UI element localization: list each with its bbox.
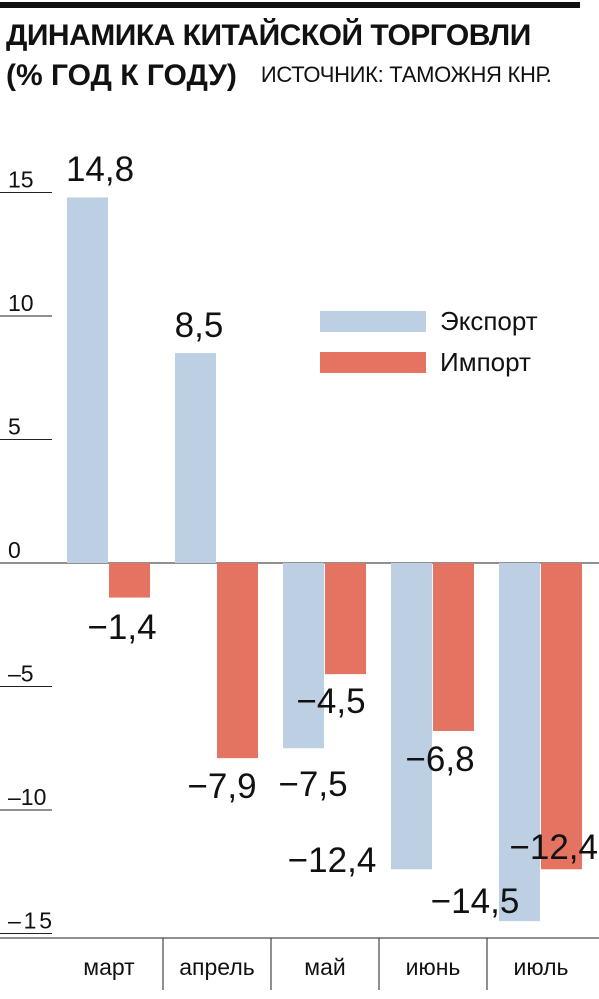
import-value-label: −7,9 bbox=[187, 767, 256, 806]
export-value-label: −14,5 bbox=[431, 882, 520, 921]
export-bar bbox=[283, 563, 324, 749]
y-tick-label: 10 bbox=[8, 290, 34, 316]
export-bar bbox=[67, 197, 108, 563]
legend-label-import: Импорт bbox=[440, 347, 531, 377]
export-value-label: −12,4 bbox=[288, 841, 377, 880]
import-value-label: −4,5 bbox=[296, 682, 365, 721]
export-value-label: 8,5 bbox=[175, 306, 224, 345]
import-value-label: −6,8 bbox=[405, 740, 474, 779]
y-tick-label: –10 bbox=[8, 784, 46, 810]
x-tick-label: июль bbox=[514, 954, 569, 980]
chart-subtitle: (% ГОД К ГОДУ) bbox=[6, 59, 237, 92]
legend-label-export: Экспорт bbox=[440, 306, 538, 336]
y-tick-label: 5 bbox=[8, 414, 21, 440]
x-tick-label: май bbox=[304, 954, 345, 980]
x-tick-label: апрель bbox=[179, 954, 254, 980]
import-bar bbox=[325, 563, 366, 675]
import-bar bbox=[109, 563, 150, 598]
import-bar bbox=[541, 563, 582, 870]
export-value-label: −7,5 bbox=[278, 765, 347, 804]
export-bar bbox=[499, 563, 540, 922]
legend-swatch-export bbox=[320, 311, 426, 332]
y-tick-label: –15 bbox=[8, 908, 52, 934]
top-rule bbox=[0, 2, 580, 8]
x-tick-label: июнь bbox=[406, 954, 461, 980]
import-value-label: −1,4 bbox=[87, 608, 156, 647]
y-tick-label: 15 bbox=[8, 167, 34, 193]
import-bar bbox=[433, 563, 474, 731]
import-value-label: −12,4 bbox=[509, 828, 598, 867]
source-note: ИСТОЧНИК: ТАМОЖНЯ КНР. bbox=[260, 62, 552, 87]
y-tick-label: –5 bbox=[8, 661, 34, 687]
subtitle-row: (% ГОД К ГОДУ) ИСТОЧНИК: ТАМОЖНЯ КНР. bbox=[6, 58, 552, 94]
export-bar bbox=[391, 563, 432, 870]
y-tick-label: 0 bbox=[8, 537, 21, 563]
export-value-label: 14,8 bbox=[66, 150, 134, 189]
export-bar bbox=[175, 353, 216, 563]
chart-title: ДИНАМИКА КИТАЙСКОЙ ТОРГОВЛИ bbox=[6, 19, 531, 52]
x-tick-label: март bbox=[83, 954, 135, 980]
import-bar bbox=[217, 563, 258, 759]
legend-swatch-import bbox=[320, 352, 426, 373]
